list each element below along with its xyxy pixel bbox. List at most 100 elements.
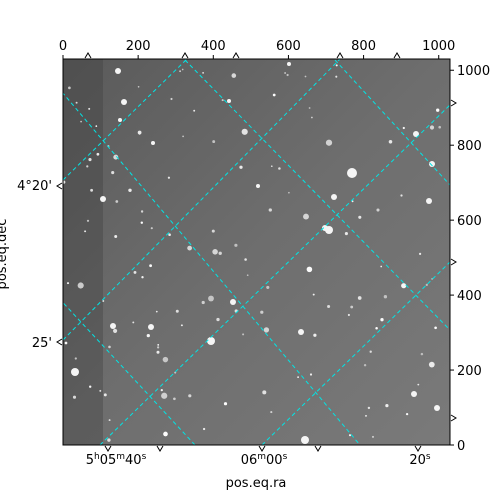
- star: [167, 176, 171, 179]
- star: [380, 265, 383, 268]
- star: [162, 356, 169, 363]
- bright-star: [148, 324, 154, 330]
- plot-frame: [62, 58, 451, 446]
- star: [308, 107, 311, 109]
- star: [212, 249, 218, 255]
- star: [137, 85, 140, 88]
- star: [133, 270, 137, 274]
- star: [75, 101, 78, 104]
- bright-star: [301, 436, 309, 444]
- star: [212, 140, 216, 144]
- star: [96, 152, 100, 156]
- x-tick-label: 800: [351, 39, 376, 54]
- star: [311, 116, 313, 119]
- dec-tick-label: 4°20': [17, 179, 52, 194]
- star: [428, 361, 435, 368]
- star: [425, 283, 428, 287]
- star: [268, 208, 272, 212]
- ra-tick-label: 5h05m40s: [86, 452, 147, 468]
- star: [303, 213, 309, 220]
- ra-tick-mark: [393, 52, 401, 59]
- bright-star: [71, 368, 79, 376]
- star: [161, 392, 168, 399]
- star: [358, 215, 362, 219]
- x-pixel-ticks: 0 200 400 600 800 1000: [59, 39, 455, 59]
- star: [401, 283, 407, 289]
- star: [242, 333, 245, 336]
- bright-star: [429, 161, 435, 167]
- star: [304, 75, 307, 78]
- star: [180, 324, 183, 327]
- star: [385, 403, 389, 408]
- star: [88, 107, 91, 110]
- bright-star: [413, 131, 419, 137]
- star: [420, 352, 424, 356]
- star: [140, 210, 144, 213]
- bright-star: [434, 405, 440, 411]
- star: [313, 333, 317, 337]
- star: [438, 125, 442, 129]
- grid-line: [261, 261, 450, 445]
- ra-tick-mark: [181, 52, 189, 59]
- star: [182, 135, 185, 138]
- star: [193, 109, 196, 112]
- bright-star: [100, 196, 106, 202]
- bright-star: [121, 99, 127, 105]
- star: [241, 128, 248, 135]
- star: [218, 251, 222, 255]
- bright-star: [287, 62, 291, 66]
- ra-tick-mark: [414, 445, 422, 452]
- ra-tick-label: 20s: [409, 452, 431, 468]
- dec-tick-mark: [450, 258, 457, 266]
- ra-ticks: 5h05m40s 06m00s 20s: [84, 52, 431, 468]
- star: [335, 75, 338, 78]
- y-tick-label: 1000: [457, 64, 490, 79]
- star: [113, 328, 118, 333]
- star: [400, 194, 403, 197]
- star: [149, 264, 152, 268]
- bright-star: [331, 194, 337, 200]
- grid-line: [63, 59, 188, 181]
- star: [68, 86, 71, 90]
- y-tick-label: 800: [457, 139, 482, 154]
- bright-star: [110, 323, 116, 329]
- star: [181, 68, 184, 71]
- star: [66, 282, 70, 285]
- star: [113, 154, 119, 160]
- star: [327, 304, 331, 309]
- star: [111, 171, 115, 175]
- star: [137, 130, 142, 135]
- y-tick-label: 600: [457, 214, 482, 229]
- y-tick-label: 400: [457, 289, 482, 304]
- y-pixel-ticks: 0 200 400 600 800 1000: [450, 64, 490, 454]
- star: [202, 72, 204, 74]
- star: [163, 431, 168, 437]
- dec-tick-mark: [450, 414, 457, 422]
- dec-tick-mark: [450, 99, 457, 107]
- star: [405, 412, 409, 416]
- ra-tick-mark: [258, 445, 266, 452]
- star: [365, 415, 367, 417]
- star: [150, 227, 153, 230]
- ra-tick-mark: [156, 445, 164, 452]
- star: [348, 434, 352, 437]
- star: [208, 295, 214, 302]
- sky-image: [63, 59, 450, 445]
- grid-line: [63, 59, 341, 341]
- star: [108, 345, 111, 349]
- bright-star: [426, 198, 432, 204]
- star: [234, 243, 238, 247]
- star: [140, 221, 143, 224]
- star: [306, 266, 313, 273]
- star: [388, 140, 393, 144]
- bright-star: [347, 168, 357, 178]
- star: [74, 357, 77, 360]
- star: [99, 389, 102, 392]
- star: [72, 395, 77, 399]
- star: [63, 180, 66, 184]
- star: [263, 327, 270, 333]
- star: [132, 321, 135, 324]
- star: [107, 438, 111, 442]
- ra-tick-mark: [314, 445, 322, 452]
- star: [160, 388, 163, 392]
